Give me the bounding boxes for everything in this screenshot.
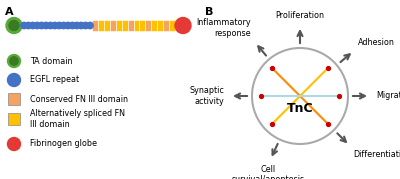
Bar [104, 20, 110, 31]
Bar [8, 93, 20, 105]
Bar [169, 20, 175, 31]
Text: TnC: TnC [287, 101, 313, 115]
Text: Proliferation: Proliferation [276, 11, 324, 20]
Bar [110, 20, 116, 31]
Bar [157, 20, 163, 31]
Circle shape [82, 22, 89, 29]
Circle shape [21, 22, 27, 29]
Bar [98, 20, 104, 31]
Circle shape [87, 22, 93, 29]
Circle shape [52, 22, 58, 29]
Text: Conserved FN III domain: Conserved FN III domain [30, 95, 128, 103]
Bar [92, 20, 98, 31]
Text: Adhesion: Adhesion [358, 38, 395, 47]
Circle shape [6, 18, 22, 33]
Bar [163, 20, 169, 31]
Circle shape [56, 22, 62, 29]
Text: EGFL repeat: EGFL repeat [30, 76, 79, 84]
Circle shape [8, 137, 20, 151]
Circle shape [8, 74, 20, 86]
Bar [122, 20, 128, 31]
Bar [140, 20, 145, 31]
Text: TA domain: TA domain [30, 57, 72, 66]
Bar [145, 20, 151, 31]
Circle shape [78, 22, 84, 29]
Circle shape [69, 22, 76, 29]
Circle shape [43, 22, 49, 29]
Circle shape [10, 57, 18, 65]
Bar [151, 20, 157, 31]
Circle shape [34, 22, 40, 29]
Text: Inflammatory
response: Inflammatory response [196, 18, 251, 38]
Circle shape [30, 22, 36, 29]
Circle shape [25, 22, 32, 29]
Text: Cell
survival/apoptosis: Cell survival/apoptosis [231, 165, 304, 179]
Circle shape [65, 22, 71, 29]
Circle shape [9, 21, 19, 30]
Bar [128, 20, 134, 31]
Circle shape [60, 22, 67, 29]
Text: Differentiation: Differentiation [354, 150, 400, 159]
Text: Alternatively spliced FN
III domain: Alternatively spliced FN III domain [30, 109, 125, 129]
Circle shape [8, 54, 20, 67]
Circle shape [47, 22, 54, 29]
Bar [116, 20, 122, 31]
Text: B: B [205, 7, 213, 17]
Bar [134, 20, 140, 31]
Circle shape [175, 18, 191, 33]
Bar [8, 113, 20, 125]
Text: Migration: Migration [376, 91, 400, 100]
Text: A: A [5, 7, 14, 17]
Circle shape [38, 22, 45, 29]
Text: Synaptic
activity: Synaptic activity [189, 86, 224, 106]
Text: Fibrinogen globe: Fibrinogen globe [30, 139, 97, 149]
Circle shape [74, 22, 80, 29]
